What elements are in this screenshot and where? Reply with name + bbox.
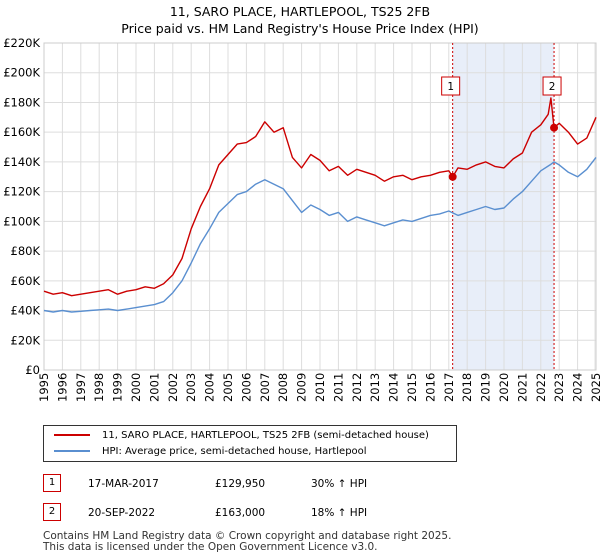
y-tick-label: £120K — [3, 185, 40, 199]
sale-point — [550, 123, 559, 132]
y-tick-label: £180K — [3, 95, 40, 109]
x-tick-label: 2021 — [515, 373, 529, 402]
x-tick-label: 1995 — [37, 373, 51, 402]
sale-date: 20-SEP-2022 — [88, 507, 156, 519]
property-price-line — [43, 97, 597, 297]
sale-badge: 2 — [43, 503, 61, 521]
y-tick-label: £140K — [3, 155, 40, 169]
y-tick-label: £80K — [11, 244, 41, 258]
x-tick-label: 1996 — [55, 373, 69, 402]
x-tick-label: 2000 — [129, 373, 143, 402]
sale-badge: 1 — [43, 474, 61, 492]
forecast-region — [594, 43, 596, 370]
y-tick-label: £220K — [3, 36, 40, 50]
y-tick-label: £40K — [11, 304, 41, 318]
x-tick-label: 2009 — [295, 373, 309, 402]
sale-annotation-box — [542, 76, 562, 96]
sale-row-1: 1 17-MAR-2017 £129,950 30% ↑ HPI — [43, 474, 543, 494]
sale-hpi-change: 30% ↑ HPI — [311, 478, 368, 490]
legend-label-hpi: HPI: Average price, semi-detached house,… — [102, 446, 367, 457]
ownership-period-shade — [452, 43, 555, 370]
y-tick-label: £100K — [3, 214, 40, 228]
chart-subtitle: Price paid vs. HM Land Registry's House … — [121, 21, 479, 36]
sale-date: 17-MAR-2017 — [88, 478, 159, 490]
x-tick-label: 2010 — [313, 373, 327, 402]
chart-title: 11, SARO PLACE, HARTLEPOOL, TS25 2FB — [169, 4, 431, 19]
x-tick-label: 2001 — [147, 373, 161, 402]
footer-attribution: Contains HM Land Registry data © Crown c… — [43, 531, 451, 553]
x-tick-label: 2003 — [184, 373, 198, 402]
x-tick-label: 2004 — [203, 373, 217, 402]
sale-annotation-label: 1 — [447, 81, 454, 93]
footer-line-2: This data is licensed under the Open Gov… — [43, 541, 378, 553]
x-tick-label: 2012 — [350, 373, 364, 402]
x-tick-label: 2020 — [497, 373, 511, 402]
x-tick-label: 2025 — [589, 373, 600, 402]
x-tick-label: 2023 — [552, 373, 566, 402]
x-tick-label: 2008 — [276, 373, 290, 402]
x-tick-label: 2017 — [442, 373, 456, 402]
y-tick-label: £20K — [11, 333, 41, 347]
x-tick-label: 2014 — [387, 373, 401, 402]
footer-line-1: Contains HM Land Registry data © Crown c… — [43, 530, 452, 542]
x-tick-label: 2019 — [479, 373, 493, 402]
price-chart: £0 £20K £40K £60K £80K £100K £120K £140K £160K £1… — [3, 36, 600, 402]
legend-item-hpi: HPI: Average price, semi-detached house,… — [54, 444, 367, 460]
x-tick-label: 2024 — [571, 373, 585, 402]
x-tick-label: 1998 — [92, 373, 106, 402]
sale-annotation-label: 2 — [549, 81, 556, 93]
x-tick-label: 2022 — [534, 373, 548, 402]
legend-swatch-hpi — [54, 450, 90, 452]
sale-hpi-change: 18% ↑ HPI — [311, 507, 368, 519]
sale-row-2: 2 20-SEP-2022 £163,000 18% ↑ HPI — [43, 503, 543, 523]
y-tick-label: £60K — [11, 274, 41, 288]
hpi-line — [43, 156, 597, 313]
x-tick-label: 2011 — [331, 373, 345, 402]
sale-price: £129,950 — [215, 478, 266, 490]
x-tick-label: 2005 — [221, 373, 235, 402]
y-tick-label: £0 — [25, 363, 40, 377]
legend-label-property: 11, SARO PLACE, HARTLEPOOL, TS25 2FB (se… — [102, 430, 429, 441]
x-tick-label: 1997 — [74, 373, 88, 402]
sale-point — [448, 172, 457, 181]
x-tick-label: 2016 — [423, 373, 437, 402]
chart-legend: 11, SARO PLACE, HARTLEPOOL, TS25 2FB (se… — [43, 425, 457, 462]
y-tick-label: £200K — [3, 66, 40, 80]
x-tick-label: 2007 — [258, 373, 272, 402]
sale-annotation-box — [441, 76, 461, 96]
legend-item-property: 11, SARO PLACE, HARTLEPOOL, TS25 2FB (se… — [54, 428, 429, 444]
sale-price: £163,000 — [215, 507, 266, 519]
legend-swatch-property — [54, 434, 90, 436]
x-tick-label: 2002 — [166, 373, 180, 402]
x-tick-label: 2006 — [239, 373, 253, 402]
plot-border — [43, 42, 597, 371]
x-tick-label: 2018 — [460, 373, 474, 402]
x-tick-label: 2013 — [368, 373, 382, 402]
y-tick-label: £160K — [3, 125, 40, 139]
x-tick-label: 1999 — [111, 373, 125, 402]
x-tick-label: 2015 — [405, 373, 419, 402]
